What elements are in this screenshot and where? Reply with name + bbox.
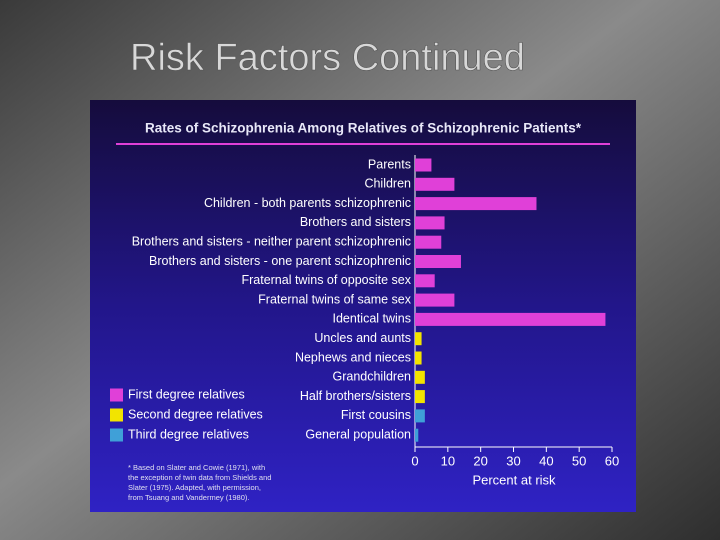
- legend-label: Second degree relatives: [128, 407, 263, 421]
- slide-title: Risk Factors Continued: [130, 37, 525, 79]
- legend-label: Third degree relatives: [128, 427, 249, 441]
- category-label: First cousins: [341, 408, 411, 422]
- bar: [415, 293, 455, 307]
- bar: [415, 351, 422, 365]
- bar: [415, 216, 445, 230]
- bar: [415, 197, 537, 211]
- category-label: Nephews and nieces: [295, 350, 411, 364]
- legend-label: First degree relatives: [128, 387, 245, 401]
- legend-swatch: [110, 408, 123, 422]
- footnote: from Tsuang and Vandermey (1980).: [128, 493, 249, 502]
- category-label: General population: [305, 427, 411, 441]
- bar: [415, 274, 435, 288]
- category-label: Brothers and sisters: [300, 215, 411, 229]
- x-tick-label: 50: [572, 453, 586, 468]
- x-tick-label: 20: [473, 453, 487, 468]
- category-label: Fraternal twins of opposite sex: [241, 273, 411, 287]
- x-tick-label: 30: [506, 453, 520, 468]
- legend-swatch: [110, 428, 123, 442]
- bar: [415, 158, 432, 172]
- category-label: Children: [364, 177, 411, 191]
- x-tick-label: 60: [605, 453, 619, 468]
- category-label: Grandchildren: [332, 370, 411, 384]
- bar: [415, 235, 442, 249]
- bar: [415, 370, 425, 384]
- footnote: * Based on Slater and Cowie (1971), with: [128, 463, 265, 472]
- bar: [415, 312, 606, 326]
- chart-panel: [90, 100, 636, 512]
- footnote: the exception of twin data from Shields …: [128, 473, 271, 482]
- footnote: Slater (1975). Adapted, with permission,: [128, 483, 261, 492]
- category-label: Parents: [368, 157, 411, 171]
- category-label: Half brothers/sisters: [300, 389, 411, 403]
- bar: [415, 255, 461, 268]
- category-label: Children - both parents schizophrenic: [204, 196, 411, 210]
- category-label: Uncles and aunts: [314, 331, 411, 345]
- category-label: Brothers and sisters - one parent schizo…: [149, 254, 411, 268]
- x-axis-label: Percent at risk: [472, 472, 556, 487]
- chart-title: Rates of Schizophrenia Among Relatives o…: [145, 121, 582, 136]
- x-tick-label: 10: [441, 453, 455, 468]
- bar: [415, 409, 425, 423]
- bar: [415, 428, 419, 442]
- bar: [415, 177, 455, 191]
- bar: [415, 390, 425, 404]
- bar: [415, 332, 422, 346]
- x-tick-label: 40: [539, 453, 553, 468]
- x-tick-label: 0: [411, 453, 418, 468]
- category-label: Identical twins: [332, 312, 411, 326]
- category-label: Fraternal twins of same sex: [258, 292, 412, 306]
- category-label: Brothers and sisters - neither parent sc…: [132, 234, 411, 248]
- legend-swatch: [110, 388, 123, 402]
